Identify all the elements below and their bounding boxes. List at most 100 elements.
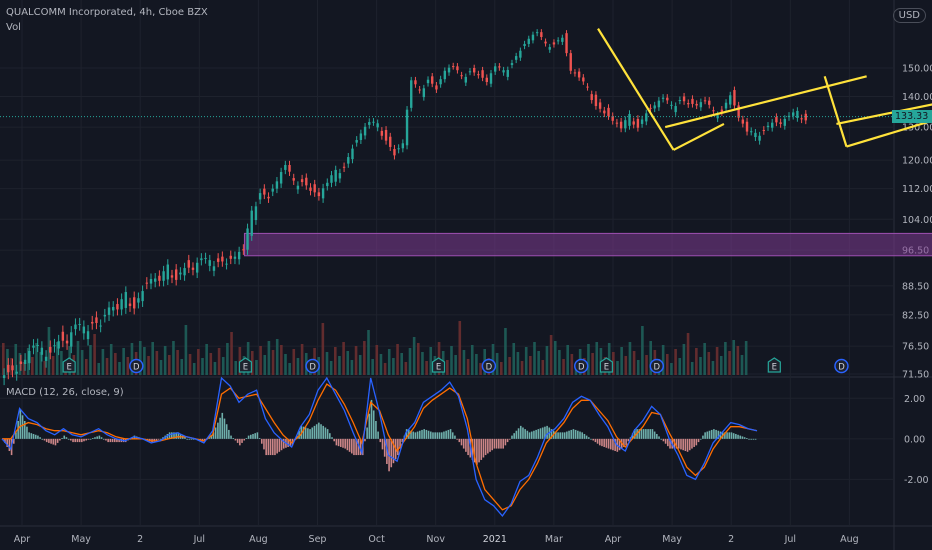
candle-body [800,118,803,120]
macd-histogram-bar [15,432,17,439]
candle-body [246,228,249,250]
macd-histogram-bar [217,422,219,439]
candle-body [15,371,18,374]
candle-body [779,122,782,124]
macd-histogram-bar [651,429,654,439]
macd-histogram-bar [473,438,476,463]
macd-histogram-bar [12,438,15,444]
macd-histogram-bar [184,437,186,439]
macd-histogram-bar [645,429,647,439]
candle-body [137,298,140,303]
price-tick-label: 71.50 [902,370,929,381]
pattern-trendline [836,103,932,126]
macd-histogram-bar [346,438,349,451]
macd-histogram-bar [267,438,270,456]
candle-body [682,96,686,102]
time-tick-label: Oct [368,534,385,545]
candle-body [531,34,535,41]
macd-histogram-bar [221,412,224,439]
macd-histogram-bar [21,415,24,439]
candle-body [225,263,228,265]
dividend-marker-label: D [654,362,661,372]
volume-bar [271,350,275,375]
candle-body [154,278,157,282]
candle-body [170,275,174,278]
macd-histogram-bar [410,430,412,439]
candle-body [95,317,98,323]
candle-body [263,188,266,195]
macd-histogram-bar [537,429,540,439]
macd-histogram-bar [669,438,671,449]
candle-body [783,118,787,126]
macd-histogram-bar [252,433,254,439]
macd-histogram-bar [111,438,114,443]
macd-histogram-bar [530,431,533,439]
volume-bar [412,337,416,375]
volume-bar [495,353,499,375]
candle-body [300,179,304,183]
candle-body [649,107,652,109]
price-tick-label: 76.50 [902,342,929,353]
volume-bar [408,348,412,375]
macd-histogram-bar [515,430,518,439]
macd-histogram-bar [105,438,107,441]
volume-bar [695,348,698,375]
macd-histogram-bar [414,432,417,439]
volume-bar [325,352,329,375]
macd-histogram-bar [157,438,160,440]
candle-body [82,326,86,334]
candle-body [393,148,396,156]
macd-histogram-bar [563,432,566,439]
candle-body [389,136,392,147]
macd-histogram-bar [748,438,750,440]
macd-histogram-bar [664,438,667,444]
macd-histogram-bar [41,438,44,440]
macd-histogram-bar [89,438,92,440]
macd-histogram-bar [423,429,425,439]
candle-body [279,172,283,184]
volume-bar [524,347,528,375]
macd-histogram-bar [276,438,278,454]
candle-body [216,258,220,262]
macd-histogram-bar [247,435,250,439]
price-tick-label: 104.00 [902,215,932,226]
macd-histogram-bar [186,438,188,440]
volume-bar [321,323,325,375]
macd-histogram-bar [653,431,656,439]
volume-bar [342,342,345,375]
candle-body [745,121,749,132]
macd-histogram-bar [649,429,652,439]
candle-body [519,50,522,58]
candle-body [330,175,333,183]
macd-histogram-bar [511,435,513,439]
currency-badge[interactable]: USD [892,8,926,23]
macd-histogram-bar [739,435,742,439]
macd-histogram-bar [451,432,454,439]
macd-histogram-bar [577,430,579,439]
volume-bar [661,345,665,375]
macd-histogram-bar [656,433,658,439]
macd-histogram-bar [375,420,377,439]
candle-body [162,271,165,281]
candle-body [405,109,409,146]
candle-body [195,262,199,273]
volume-bar [43,361,47,375]
macd-histogram-bar [585,435,588,439]
candle-body [355,140,358,143]
macd-histogram-bar [476,438,478,465]
candle-body [796,110,799,118]
time-tick-label: Mar [545,534,563,545]
macd-histogram-bar [177,432,180,439]
macd-histogram-bar [699,438,702,440]
candle-body [258,193,262,200]
macd-histogram-bar [19,409,22,439]
macd-histogram-bar [713,429,715,439]
macd-histogram-bar [583,433,586,439]
macd-histogram-bar [98,435,101,439]
volume-bar [39,352,42,375]
macd-histogram-bar [491,438,494,451]
macd-histogram-bar [487,438,489,454]
macd-histogram-bar [495,438,498,449]
macd-histogram-bar [401,438,404,443]
